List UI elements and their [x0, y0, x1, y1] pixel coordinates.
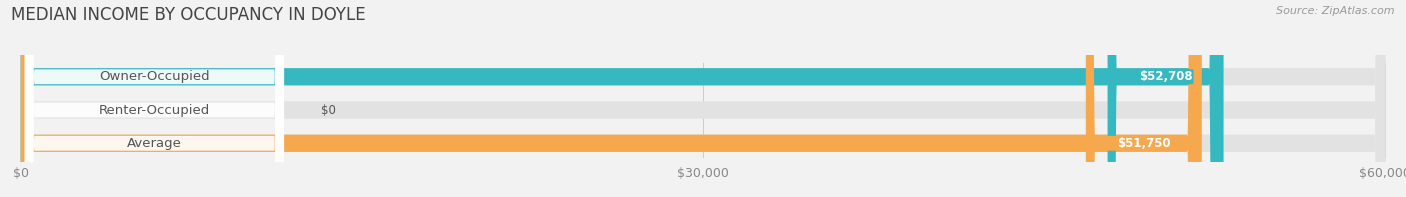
FancyBboxPatch shape — [1108, 0, 1223, 197]
Text: Average: Average — [127, 137, 181, 150]
Text: Renter-Occupied: Renter-Occupied — [98, 103, 209, 116]
FancyBboxPatch shape — [25, 0, 284, 197]
Text: $0: $0 — [321, 103, 336, 116]
FancyBboxPatch shape — [25, 0, 284, 197]
FancyBboxPatch shape — [21, 0, 1385, 197]
Text: $52,708: $52,708 — [1139, 70, 1192, 83]
Text: $51,750: $51,750 — [1116, 137, 1171, 150]
Text: Owner-Occupied: Owner-Occupied — [98, 70, 209, 83]
FancyBboxPatch shape — [21, 0, 1198, 197]
FancyBboxPatch shape — [21, 0, 1219, 197]
FancyBboxPatch shape — [25, 0, 284, 197]
FancyBboxPatch shape — [21, 0, 1385, 197]
Text: Source: ZipAtlas.com: Source: ZipAtlas.com — [1277, 6, 1395, 16]
Text: MEDIAN INCOME BY OCCUPANCY IN DOYLE: MEDIAN INCOME BY OCCUPANCY IN DOYLE — [11, 6, 366, 24]
FancyBboxPatch shape — [1085, 0, 1202, 197]
FancyBboxPatch shape — [21, 0, 1385, 197]
